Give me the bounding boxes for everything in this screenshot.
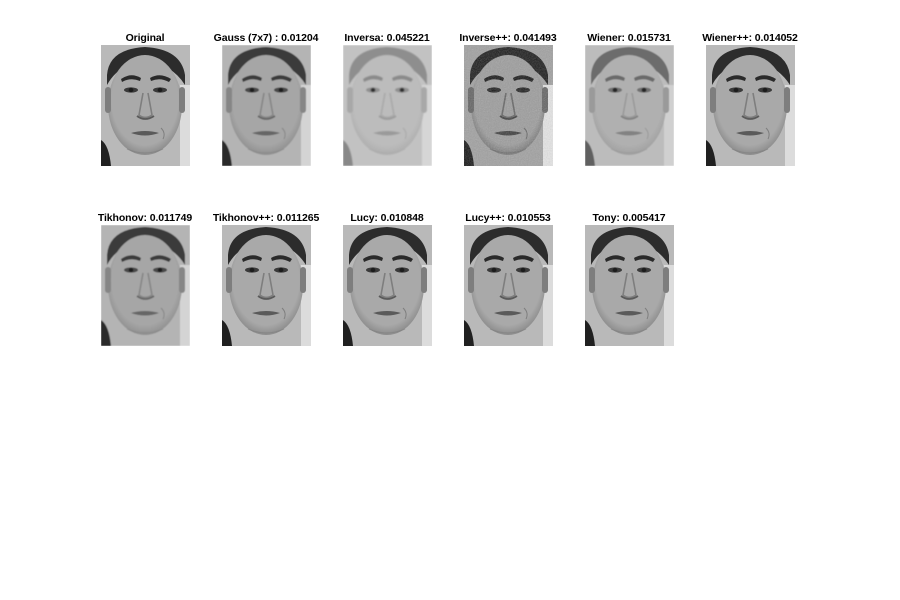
subplot-title: Inverse++: 0.041493: [459, 32, 557, 44]
subplot-panel: Tony: 0.005417: [569, 212, 689, 362]
subplot-panel: Original: [85, 32, 205, 182]
face-image: [464, 45, 553, 166]
face-image: [706, 45, 795, 166]
subplot-title: Wiener: 0.015731: [587, 32, 671, 44]
subplot-title: Inversa: 0.045221: [344, 32, 430, 44]
subplot-panel: Inverse++: 0.041493: [448, 32, 568, 182]
subplot-title: Tony: 0.005417: [592, 212, 666, 224]
face-image: [585, 45, 674, 166]
subplot-title: Tikhonov: 0.011749: [97, 212, 193, 224]
subplot-panel: Lucy++: 0.010553: [448, 212, 568, 362]
subplot-title: Wiener++: 0.014052: [702, 32, 798, 44]
face-image: [343, 45, 432, 166]
subplot-title: Gauss (7x7) : 0.01204: [213, 32, 319, 44]
subplot-panel: Wiener++: 0.014052: [690, 32, 810, 182]
face-image: [101, 225, 190, 346]
subplot-title: Lucy: 0.010848: [350, 212, 424, 224]
subplot-title: Original: [125, 32, 165, 44]
face-image: [101, 45, 190, 166]
subplot-panel: Inversa: 0.045221: [327, 32, 447, 182]
subplot-panel: Gauss (7x7) : 0.01204: [206, 32, 326, 182]
face-image: [222, 225, 311, 346]
face-image: [222, 45, 311, 166]
subplot-panel: Lucy: 0.010848: [327, 212, 447, 362]
face-image: [464, 225, 553, 346]
subplot-panel: Tikhonov++: 0.011265: [206, 212, 326, 362]
subplot-panel: Wiener: 0.015731: [569, 32, 689, 182]
subplot-title: Lucy++: 0.010553: [465, 212, 551, 224]
subplot-panel: Tikhonov: 0.011749: [85, 212, 205, 362]
subplot-title: Tikhonov++: 0.011265: [212, 212, 320, 224]
face-image: [585, 225, 674, 346]
face-image: [343, 225, 432, 346]
